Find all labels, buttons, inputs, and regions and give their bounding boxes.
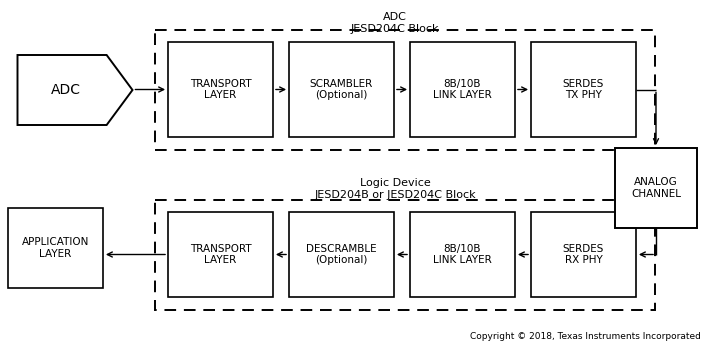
Text: Copyright © 2018, Texas Instruments Incorporated: Copyright © 2018, Texas Instruments Inco… (470, 332, 701, 341)
Bar (289, 212, 394, 297)
Text: SERDES
RX PHY: SERDES RX PHY (563, 244, 604, 265)
Bar (410, 212, 515, 297)
Bar (168, 42, 273, 137)
Text: Logic Device
JESD204B or JESD204C Block: Logic Device JESD204B or JESD204C Block (314, 178, 476, 200)
Text: ADC
JESD204C Block: ADC JESD204C Block (351, 12, 439, 34)
Bar (531, 42, 636, 137)
Bar (410, 42, 515, 137)
Text: 8B/10B
LINK LAYER: 8B/10B LINK LAYER (433, 79, 492, 100)
Bar (168, 212, 273, 297)
Text: ADC: ADC (52, 83, 81, 97)
Bar (155, 30, 655, 150)
Bar (8, 208, 103, 288)
Text: TRANSPORT
LAYER: TRANSPORT LAYER (190, 244, 251, 265)
Bar (289, 42, 394, 137)
Polygon shape (18, 55, 133, 125)
Text: DESCRAMBLE
(Optional): DESCRAMBLE (Optional) (306, 244, 377, 265)
Bar (615, 148, 697, 228)
Text: APPLICATION
LAYER: APPLICATION LAYER (22, 237, 89, 259)
Bar (155, 200, 655, 310)
Text: 8B/10B
LINK LAYER: 8B/10B LINK LAYER (433, 244, 492, 265)
Bar (531, 212, 636, 297)
Text: ANALOG
CHANNEL: ANALOG CHANNEL (631, 177, 681, 199)
Text: SERDES
TX PHY: SERDES TX PHY (563, 79, 604, 100)
Text: TRANSPORT
LAYER: TRANSPORT LAYER (190, 79, 251, 100)
Text: SCRAMBLER
(Optional): SCRAMBLER (Optional) (310, 79, 373, 100)
